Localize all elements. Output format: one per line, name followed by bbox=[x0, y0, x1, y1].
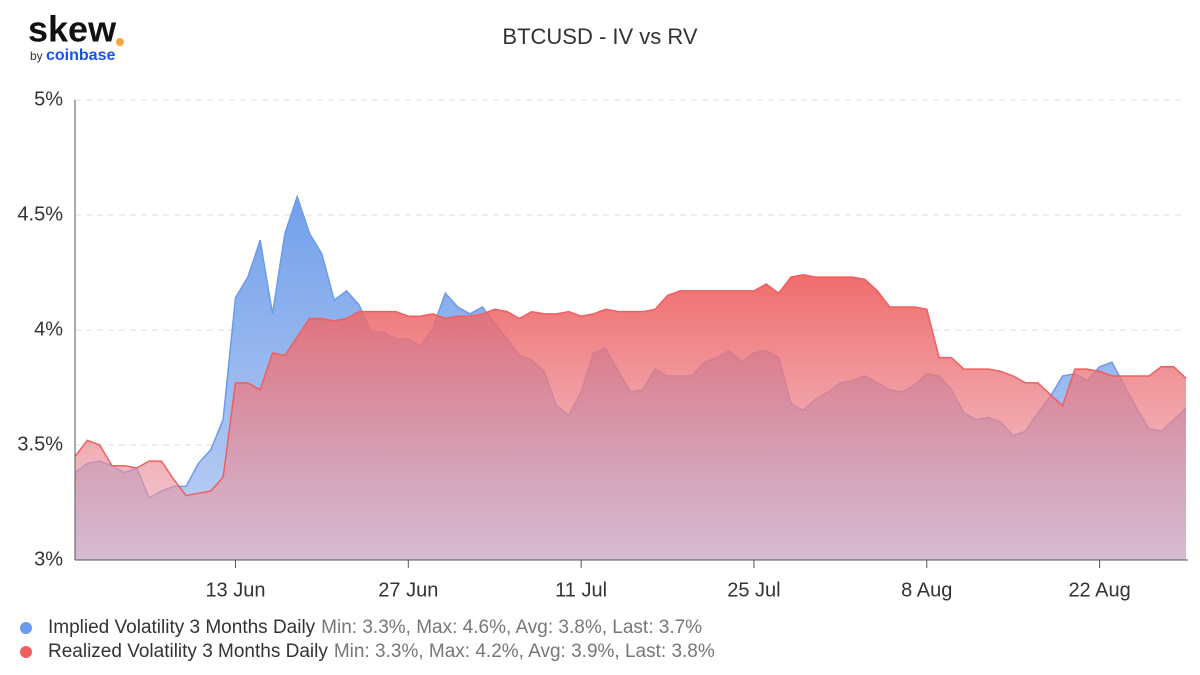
x-tick-label: 27 Jun bbox=[378, 579, 438, 601]
legend-name: Implied Volatility 3 Months Daily bbox=[48, 617, 316, 638]
legend-marker bbox=[20, 646, 32, 658]
legend-marker bbox=[20, 622, 32, 634]
legend-entry: Realized Volatility 3 Months Daily Min: 3… bbox=[48, 641, 715, 662]
legend-stats: Min: 3.3%, Max: 4.6%, Avg: 3.8%, Last: 3… bbox=[321, 617, 702, 638]
x-tick-label: 13 Jun bbox=[205, 579, 265, 601]
logo-name: skew bbox=[28, 9, 117, 50]
legend-name: Realized Volatility 3 Months Daily bbox=[48, 641, 328, 662]
x-tick-label: 25 Jul bbox=[727, 579, 780, 601]
legend-stats: Min: 3.3%, Max: 4.2%, Avg: 3.9%, Last: 3… bbox=[334, 641, 715, 662]
series-line bbox=[74, 274, 1187, 497]
legend: Implied Volatility 3 Months Daily Min: 3.… bbox=[20, 617, 715, 662]
y-tick-label: 4.5% bbox=[17, 203, 63, 225]
x-tick-label: 11 Jul bbox=[555, 579, 607, 601]
logo: skew by coinbase bbox=[28, 9, 124, 64]
logo-dot bbox=[116, 38, 124, 46]
y-tick-label: 3.5% bbox=[17, 433, 63, 455]
x-tick-label: 8 Aug bbox=[901, 579, 952, 601]
y-tick-label: 3% bbox=[34, 548, 63, 570]
y-tick-label: 4% bbox=[34, 318, 63, 340]
area-fill bbox=[75, 274, 1186, 560]
logo-byline: by bbox=[30, 49, 43, 63]
legend-entry: Implied Volatility 3 Months Daily Min: 3.… bbox=[48, 617, 702, 638]
x-tick-label: 22 Aug bbox=[1068, 579, 1130, 601]
y-tick-label: 5% bbox=[34, 88, 63, 110]
logo-brand: coinbase bbox=[46, 47, 115, 64]
plot-area: 3% 3.5% 4% 4.5% 5% 13 Jun 27 Jun 11 Jul 25 Jul 8 … bbox=[17, 88, 1188, 601]
chart-title: BTCUSD - IV vs RV bbox=[502, 24, 698, 49]
